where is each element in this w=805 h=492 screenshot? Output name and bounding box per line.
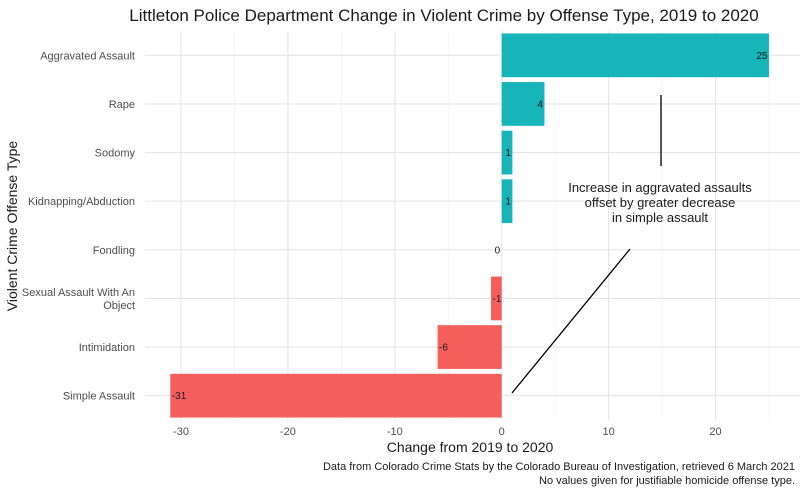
y-tick-label: Intimidation	[79, 342, 135, 354]
y-tick-label: Rape	[109, 99, 135, 111]
y-tick-label: Sexual Assault With An Object	[22, 287, 135, 312]
caption-note: No values given for justifiable homicide…	[539, 475, 795, 487]
annotation: Increase in aggravated assaults offset b…	[511, 95, 752, 394]
bar-value-label: 1	[505, 148, 511, 159]
y-tick-labels: Aggravated Assault Rape Sodomy Kidnapping/A…	[22, 50, 136, 402]
bar	[501, 179, 513, 224]
caption-source: Data from Colorado Crime Stats by the Co…	[323, 461, 795, 473]
bar-value-label: -6	[439, 343, 448, 354]
annotation-arrow-down	[511, 248, 631, 394]
x-axis-title: Change from 2019 to 2020	[387, 439, 554, 455]
bar	[491, 276, 502, 321]
bar	[501, 33, 769, 78]
bar-labels: 25 4 1 1 0 -1 -6 -31	[172, 51, 768, 402]
x-tick-label: 0	[499, 426, 505, 438]
y-tick-label: Fondling	[93, 245, 135, 257]
bar	[437, 325, 502, 369]
bar-value-label: -1	[493, 294, 502, 305]
x-tick-label: 20	[709, 426, 721, 438]
bars	[170, 33, 769, 418]
y-axis-title: Violent Crime Offense Type	[4, 141, 20, 312]
annotation-line-3: in simple assault	[612, 210, 708, 225]
x-tick-label: -20	[280, 426, 296, 438]
bar-value-label: 0	[495, 245, 501, 256]
x-tick-label: -10	[387, 426, 403, 438]
y-tick-label: Simple Assault	[63, 391, 135, 403]
x-tick-label: -30	[173, 426, 189, 438]
bar-value-label: 4	[537, 99, 543, 110]
chart-title: Littleton Police Department Change in Vi…	[129, 6, 758, 25]
bar	[501, 130, 513, 175]
bar-value-label: -31	[172, 391, 187, 402]
annotation-line-2: offset by greater decrease	[585, 195, 736, 210]
annotation-line-1: Increase in aggravated assaults	[568, 180, 752, 195]
x-tick-label: 10	[602, 426, 614, 438]
bar-value-label: 25	[756, 51, 768, 62]
bar	[170, 373, 502, 418]
bar	[501, 82, 545, 126]
y-tick-label: Aggravated Assault	[40, 50, 135, 62]
y-tick-label: Sodomy	[95, 148, 136, 160]
bar-value-label: 1	[505, 197, 511, 208]
y-tick-label: Kidnapping/Abduction	[28, 196, 135, 208]
x-tick-labels: -30 -20 -10 0 10 20	[173, 426, 722, 438]
